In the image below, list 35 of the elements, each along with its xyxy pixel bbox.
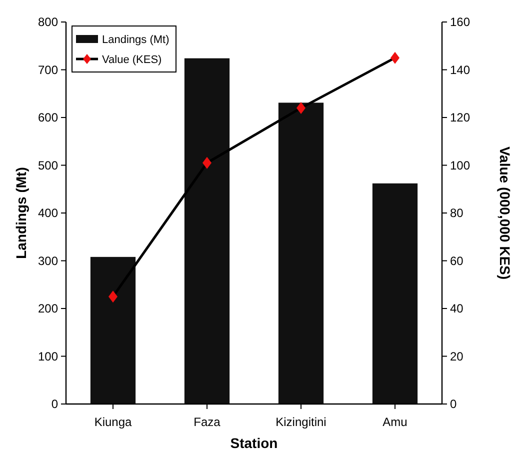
y2-tick-label: 160 [450, 15, 470, 30]
x-tick-label: Faza [194, 415, 221, 429]
y-tick-label: 200 [38, 302, 58, 316]
y-tick-label: 400 [38, 206, 58, 220]
y2-tick-label: 20 [450, 349, 464, 364]
y-tick-label: 700 [38, 62, 58, 77]
point [108, 290, 118, 303]
y-tick-label: 300 [38, 254, 58, 268]
bar [278, 102, 324, 404]
y2-tick-label: 80 [450, 206, 464, 220]
y2-tick-label: 40 [450, 302, 464, 316]
y-tick-label: 600 [38, 110, 58, 125]
point [296, 102, 306, 114]
y2-tick-label: 140 [450, 62, 470, 77]
bar [372, 183, 418, 404]
x-axis-title: Station [230, 435, 278, 451]
y-tick-label: 500 [38, 158, 58, 172]
y2-tick-label: 60 [450, 254, 464, 268]
y2-axis-title: Value (000,000 KES) [497, 146, 513, 280]
x-tick-label: Amu [382, 415, 408, 429]
y2-tick-label: 120 [450, 110, 470, 125]
y-tick-label: 0 [51, 397, 58, 412]
y-tick-label: 100 [38, 349, 58, 364]
y2-tick-label: 100 [450, 158, 470, 172]
x-tick-label: Kiunga [94, 415, 132, 429]
legend-label: Value (KES) [102, 54, 162, 66]
point [202, 156, 212, 169]
point [390, 52, 400, 64]
y-tick-label: 800 [38, 15, 58, 30]
x-tick-label: Kizingitini [276, 415, 326, 429]
y2-tick-label: 0 [450, 397, 457, 412]
y-axis-title: Landings (Mt) [13, 167, 29, 259]
legend-label: Landings (Mt) [102, 34, 170, 46]
bar [90, 256, 136, 404]
bar [184, 58, 230, 404]
